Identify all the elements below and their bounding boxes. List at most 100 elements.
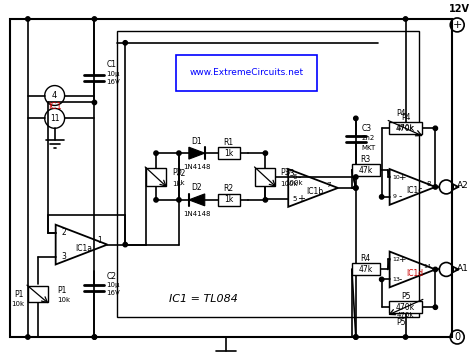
Bar bbox=[218, 147, 239, 159]
Circle shape bbox=[380, 195, 384, 199]
Circle shape bbox=[403, 17, 408, 21]
Text: 47k: 47k bbox=[359, 165, 373, 175]
Circle shape bbox=[154, 198, 158, 202]
Text: P1: P1 bbox=[58, 286, 67, 295]
Text: D1: D1 bbox=[191, 137, 202, 146]
Text: P5: P5 bbox=[396, 318, 405, 327]
Text: 10μ: 10μ bbox=[106, 282, 120, 288]
Circle shape bbox=[154, 151, 158, 155]
Circle shape bbox=[177, 151, 181, 155]
Circle shape bbox=[92, 100, 97, 105]
Text: 1k: 1k bbox=[224, 195, 233, 204]
Bar bbox=[218, 194, 239, 206]
Circle shape bbox=[263, 151, 267, 155]
Text: 16V: 16V bbox=[106, 78, 120, 84]
Text: +: + bbox=[453, 20, 462, 30]
Text: 10: 10 bbox=[392, 175, 401, 180]
Text: 470k: 470k bbox=[397, 125, 414, 131]
Text: -: - bbox=[399, 275, 402, 284]
Text: 1k: 1k bbox=[176, 180, 184, 186]
Text: 5: 5 bbox=[292, 196, 297, 202]
Text: R4: R4 bbox=[361, 254, 371, 263]
Circle shape bbox=[92, 17, 97, 21]
Text: MKT: MKT bbox=[362, 145, 376, 151]
Bar bbox=[255, 168, 275, 186]
Text: +: + bbox=[399, 173, 406, 181]
Circle shape bbox=[123, 242, 128, 247]
Text: 1k: 1k bbox=[224, 149, 233, 158]
Circle shape bbox=[26, 17, 30, 21]
Text: 1N4148: 1N4148 bbox=[183, 211, 210, 217]
Text: C2: C2 bbox=[106, 272, 116, 281]
Text: 100k: 100k bbox=[280, 181, 298, 187]
Text: R3: R3 bbox=[361, 155, 371, 164]
Text: 10μ: 10μ bbox=[106, 71, 120, 77]
Text: 470k: 470k bbox=[396, 124, 415, 133]
Circle shape bbox=[92, 335, 97, 339]
Circle shape bbox=[433, 185, 438, 189]
Text: 16V: 16V bbox=[106, 290, 120, 296]
Text: P2: P2 bbox=[176, 169, 185, 178]
Text: 12V: 12V bbox=[449, 4, 470, 14]
Circle shape bbox=[354, 175, 358, 179]
Text: 2: 2 bbox=[62, 228, 66, 237]
Text: 10k: 10k bbox=[11, 301, 24, 307]
Text: IC1d: IC1d bbox=[406, 269, 423, 278]
Text: 10k: 10k bbox=[58, 297, 71, 303]
Text: 12: 12 bbox=[392, 257, 401, 262]
Circle shape bbox=[263, 198, 267, 202]
Circle shape bbox=[123, 40, 128, 45]
Circle shape bbox=[354, 335, 358, 339]
Text: P2: P2 bbox=[172, 168, 182, 176]
Text: IC1b: IC1b bbox=[307, 187, 324, 196]
Circle shape bbox=[177, 198, 181, 202]
Circle shape bbox=[433, 305, 438, 310]
Text: 14: 14 bbox=[423, 264, 431, 269]
Polygon shape bbox=[189, 194, 205, 206]
Bar bbox=[146, 168, 166, 186]
Bar bbox=[352, 263, 380, 275]
Text: 4: 4 bbox=[52, 91, 57, 100]
Text: www.ExtremeCircuits.net: www.ExtremeCircuits.net bbox=[190, 68, 303, 77]
Text: -: - bbox=[399, 192, 402, 201]
Text: P4: P4 bbox=[396, 109, 405, 118]
Text: IC1: IC1 bbox=[48, 103, 62, 111]
Circle shape bbox=[433, 267, 438, 272]
Text: 9: 9 bbox=[392, 195, 397, 200]
Text: 7: 7 bbox=[327, 182, 331, 188]
Bar bbox=[117, 31, 419, 317]
Text: 0: 0 bbox=[454, 332, 460, 342]
Text: 13: 13 bbox=[392, 277, 401, 282]
Bar bbox=[28, 286, 48, 302]
Text: D2: D2 bbox=[191, 184, 202, 192]
Text: +: + bbox=[297, 194, 305, 204]
Text: P4: P4 bbox=[401, 113, 410, 122]
Text: A1: A1 bbox=[457, 264, 469, 273]
Bar bbox=[389, 301, 422, 313]
Text: 1N4148: 1N4148 bbox=[183, 164, 210, 170]
Text: 3: 3 bbox=[62, 252, 66, 261]
Text: 11: 11 bbox=[50, 114, 59, 123]
Text: -: - bbox=[297, 172, 301, 182]
Text: 6: 6 bbox=[292, 174, 297, 180]
Polygon shape bbox=[189, 147, 205, 159]
Text: IC1c: IC1c bbox=[406, 186, 423, 195]
Text: P3: P3 bbox=[285, 169, 295, 178]
Text: 100k: 100k bbox=[285, 180, 303, 186]
Text: 1k: 1k bbox=[172, 181, 181, 187]
Text: 8: 8 bbox=[426, 181, 431, 187]
Text: R2: R2 bbox=[224, 185, 234, 193]
Text: 470k: 470k bbox=[397, 312, 414, 318]
Circle shape bbox=[354, 186, 358, 190]
Text: 47k: 47k bbox=[359, 265, 373, 274]
Text: IC1a: IC1a bbox=[75, 244, 92, 253]
Bar bbox=[389, 122, 422, 134]
Text: P3: P3 bbox=[280, 168, 290, 176]
Text: P5: P5 bbox=[401, 292, 410, 301]
Text: IC1 = TL084: IC1 = TL084 bbox=[169, 294, 238, 304]
Text: P1: P1 bbox=[15, 290, 24, 299]
Text: C3: C3 bbox=[362, 124, 372, 133]
Circle shape bbox=[433, 126, 438, 131]
Text: 1: 1 bbox=[97, 236, 102, 245]
Circle shape bbox=[354, 186, 358, 190]
